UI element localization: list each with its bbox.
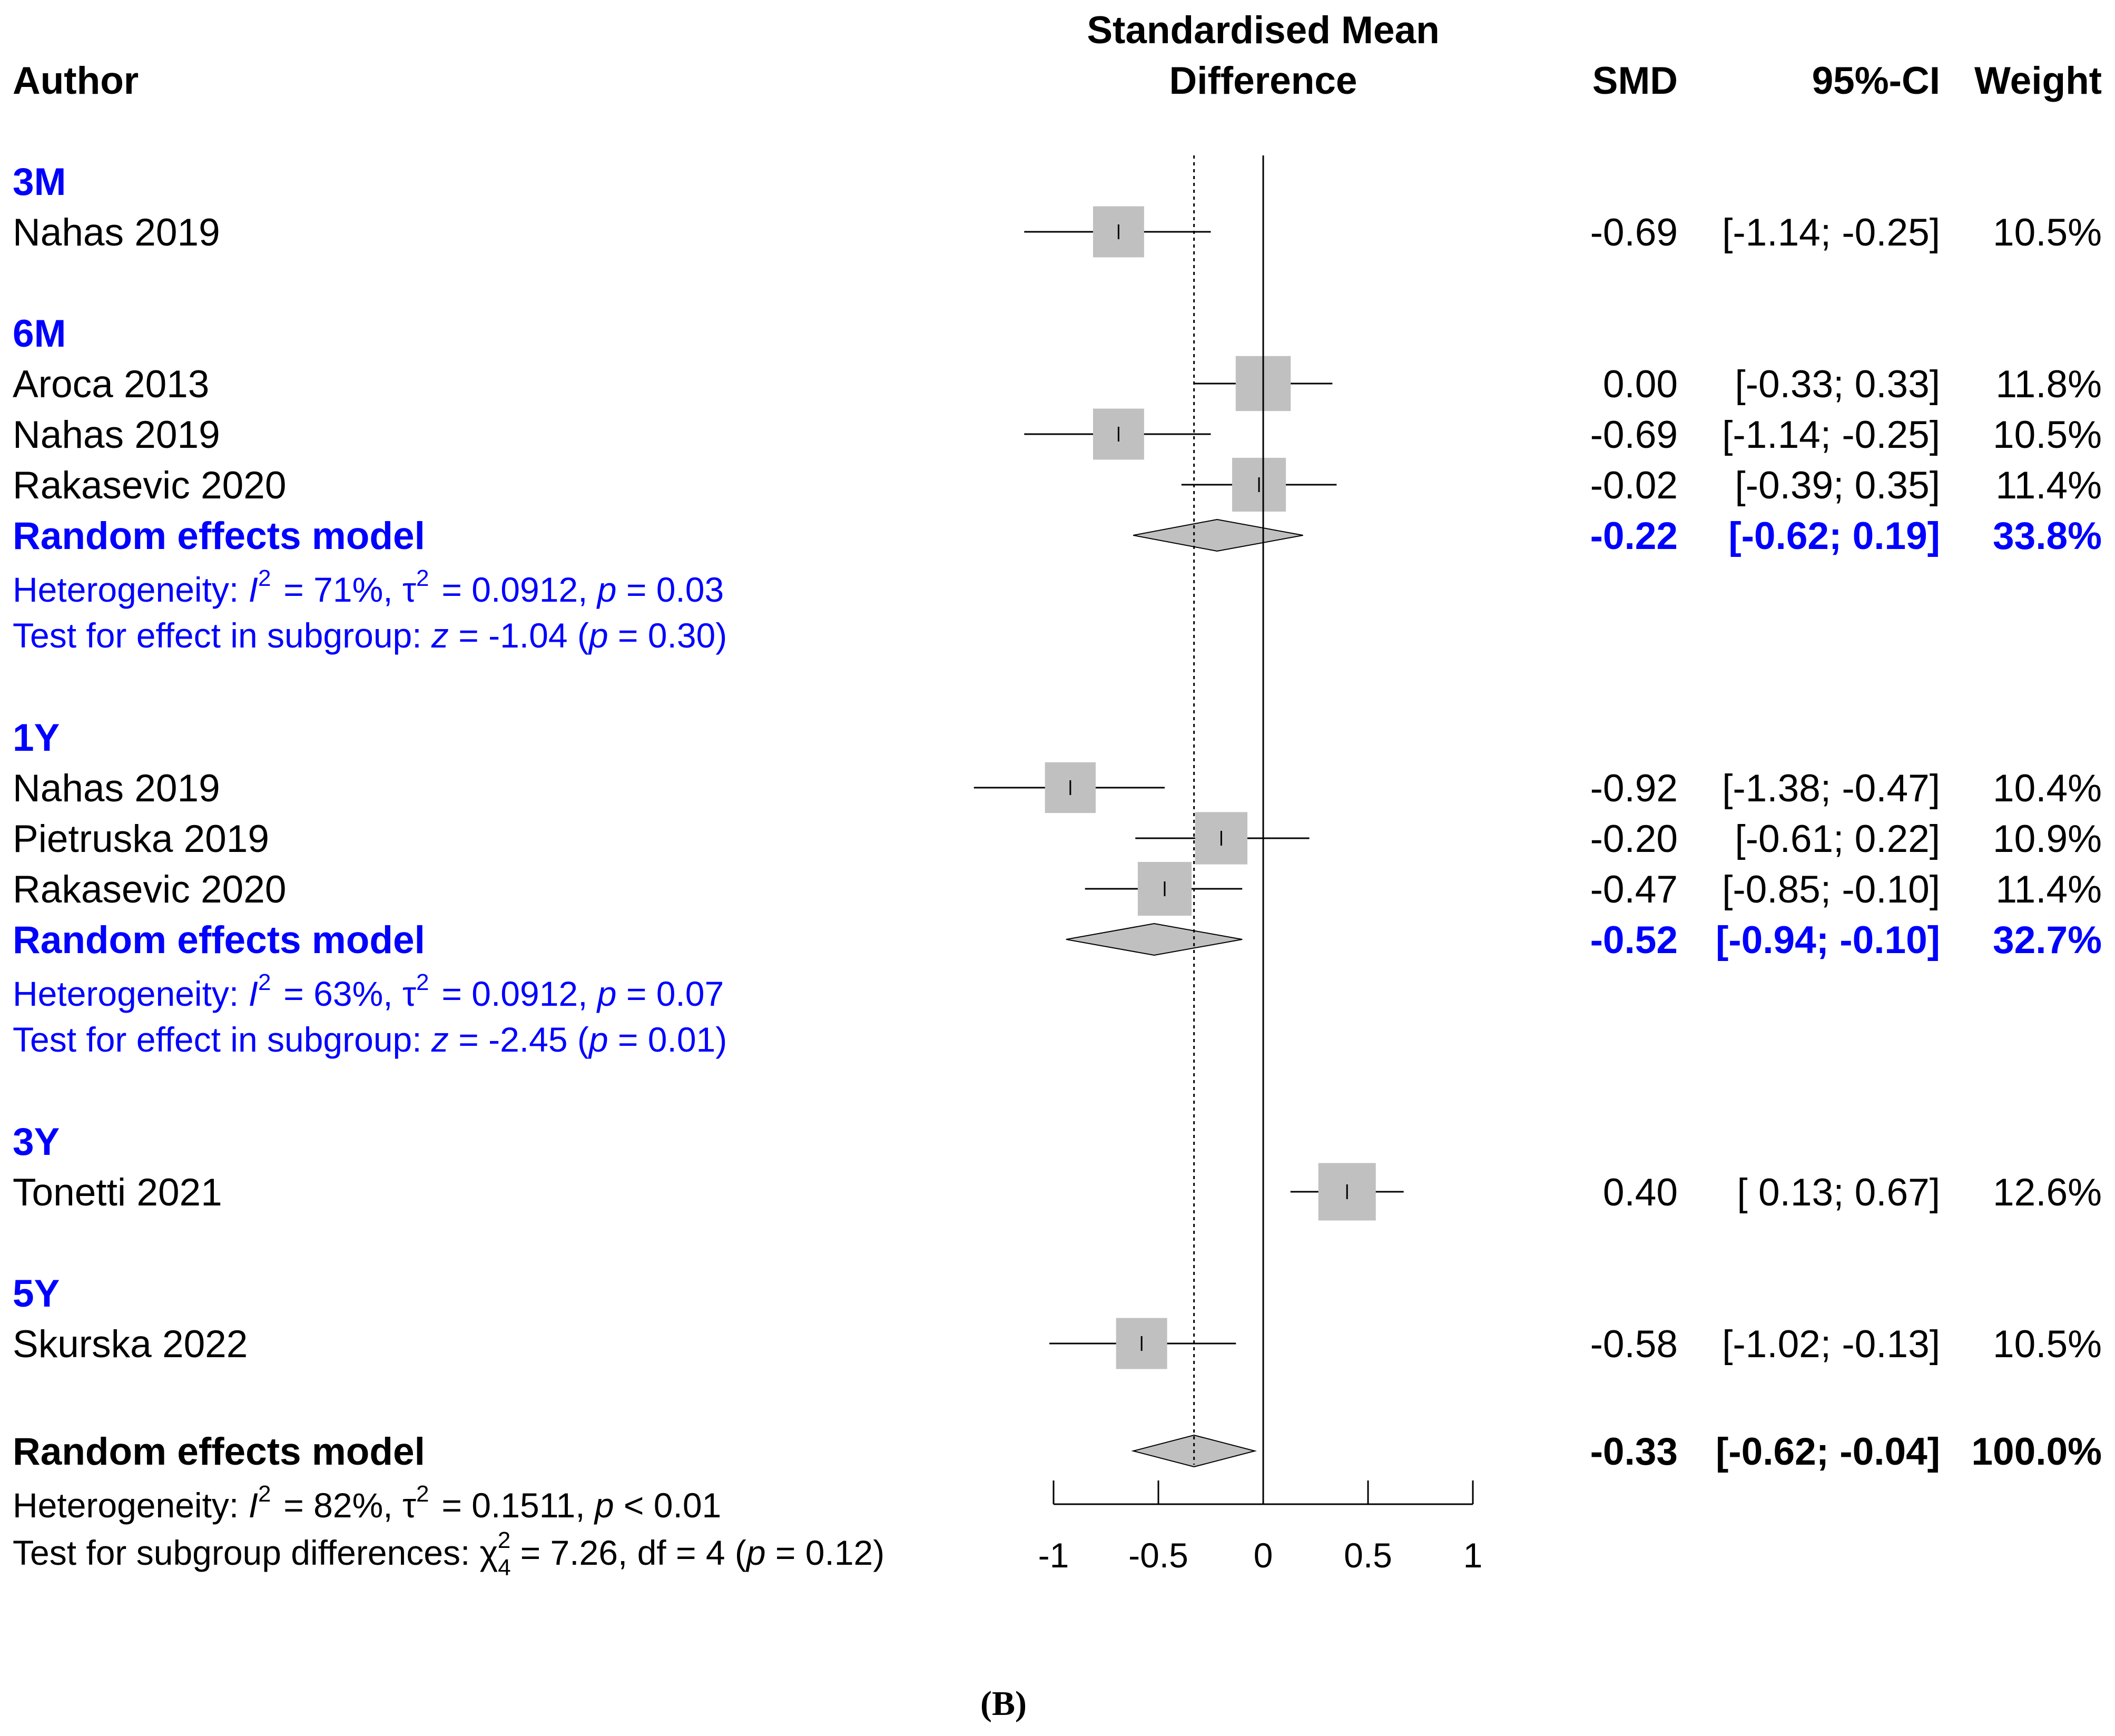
subgroup-label: 1Y <box>13 717 60 759</box>
study-smd: -0.69 <box>1590 211 1678 254</box>
study-smd: 0.00 <box>1603 363 1678 406</box>
overall-model-label: Random effects model <box>13 1430 425 1473</box>
header-ci: 95%-CI <box>1812 60 1940 102</box>
study-ci: [-1.02; -0.13] <box>1722 1323 1940 1366</box>
overall-heterogeneity: Heterogeneity: I2 = 82%, τ2 = 0.1511, p … <box>13 1481 721 1525</box>
subgroup-heterogeneity: Heterogeneity: I2 = 71%, τ2 = 0.0912, p … <box>13 565 724 609</box>
subgroup-model-weight: 33.8% <box>1993 515 2102 557</box>
study-author: Skurska 2022 <box>13 1323 248 1366</box>
study-ci: [-1.14; -0.25] <box>1722 414 1940 456</box>
study-weight: 10.5% <box>1993 1323 2102 1366</box>
subgroup-model-ci: [-0.94; -0.10] <box>1716 919 1940 962</box>
subgroup-heterogeneity: Heterogeneity: I2 = 63%, τ2 = 0.0912, p … <box>13 969 724 1013</box>
subgroup-test: Test for effect in subgroup: z = -1.04 (… <box>13 616 727 655</box>
figure-caption: (B) <box>980 1684 1027 1723</box>
study-smd: -0.20 <box>1590 818 1678 860</box>
study-author: Tonetti 2021 <box>13 1171 222 1214</box>
x-tick-label: 0 <box>1254 1536 1273 1575</box>
subgroup-differences-test: Test for subgroup differences: χ42 = 7.2… <box>13 1527 884 1581</box>
header-weight: Weight <box>1974 60 2102 102</box>
study-weight: 10.9% <box>1993 818 2102 860</box>
subgroup-label: 3Y <box>13 1121 60 1163</box>
study-author: Pietruska 2019 <box>13 818 269 860</box>
study-weight: 11.4% <box>1995 464 2102 507</box>
study-smd: -0.02 <box>1590 464 1678 507</box>
study-author: Nahas 2019 <box>13 414 220 456</box>
study-weight: 11.4% <box>1995 868 2102 911</box>
study-ci: [-1.38; -0.47] <box>1722 767 1940 810</box>
x-tick-label: 0.5 <box>1344 1536 1392 1575</box>
subgroup-model-label: Random effects model <box>13 515 425 557</box>
study-weight: 10.5% <box>1993 211 2102 254</box>
study-smd: -0.92 <box>1590 767 1678 810</box>
study-ci: [-0.39; 0.35] <box>1735 464 1940 507</box>
study-smd: -0.58 <box>1590 1323 1678 1366</box>
overall-model-weight: 100.0% <box>1971 1430 2102 1473</box>
subgroup-model-weight: 32.7% <box>1993 919 2102 962</box>
study-author: Rakasevic 2020 <box>13 464 286 507</box>
subgroup-diamond <box>1066 923 1243 956</box>
overall-model-ci: [-0.62; -0.04] <box>1716 1430 1940 1473</box>
study-author: Rakasevic 2020 <box>13 868 286 911</box>
subgroup-model-ci: [-0.62; 0.19] <box>1728 515 1940 557</box>
subgroup-model-label: Random effects model <box>13 919 425 962</box>
study-weight: 12.6% <box>1993 1171 2102 1214</box>
study-smd: 0.40 <box>1603 1171 1678 1214</box>
study-smd: -0.47 <box>1590 868 1678 911</box>
subgroup-label: 6M <box>13 312 66 355</box>
subgroup-diamond <box>1133 518 1303 552</box>
header-author: Author <box>13 60 139 102</box>
header-effect-line2: Difference <box>1169 60 1357 102</box>
study-author: Aroca 2013 <box>13 363 209 406</box>
study-ci: [ 0.13; 0.67] <box>1737 1171 1940 1214</box>
study-weight: 10.5% <box>1993 414 2102 456</box>
study-author: Nahas 2019 <box>13 767 220 810</box>
x-tick-label: -0.5 <box>1128 1536 1188 1575</box>
study-ci: [-0.85; -0.10] <box>1722 868 1940 911</box>
x-tick-label: 1 <box>1463 1536 1483 1575</box>
subgroup-model-smd: -0.22 <box>1590 515 1678 557</box>
header-smd: SMD <box>1592 60 1678 102</box>
subgroup-label: 3M <box>13 161 66 203</box>
study-smd: -0.69 <box>1590 414 1678 456</box>
study-weight: 10.4% <box>1993 767 2102 810</box>
subgroup-label: 5Y <box>13 1272 60 1315</box>
study-author: Nahas 2019 <box>13 211 220 254</box>
overall-model-smd: -0.33 <box>1590 1430 1678 1473</box>
header-effect-line1: Standardised Mean <box>1087 9 1439 52</box>
study-ci: [-0.61; 0.22] <box>1735 818 1940 860</box>
subgroup-model-smd: -0.52 <box>1590 919 1678 962</box>
study-ci: [-1.14; -0.25] <box>1722 211 1940 254</box>
study-weight: 11.8% <box>1995 363 2102 406</box>
subgroup-test: Test for effect in subgroup: z = -2.45 (… <box>13 1020 727 1059</box>
x-tick-label: -1 <box>1038 1536 1069 1575</box>
study-ci: [-0.33; 0.33] <box>1735 363 1940 406</box>
